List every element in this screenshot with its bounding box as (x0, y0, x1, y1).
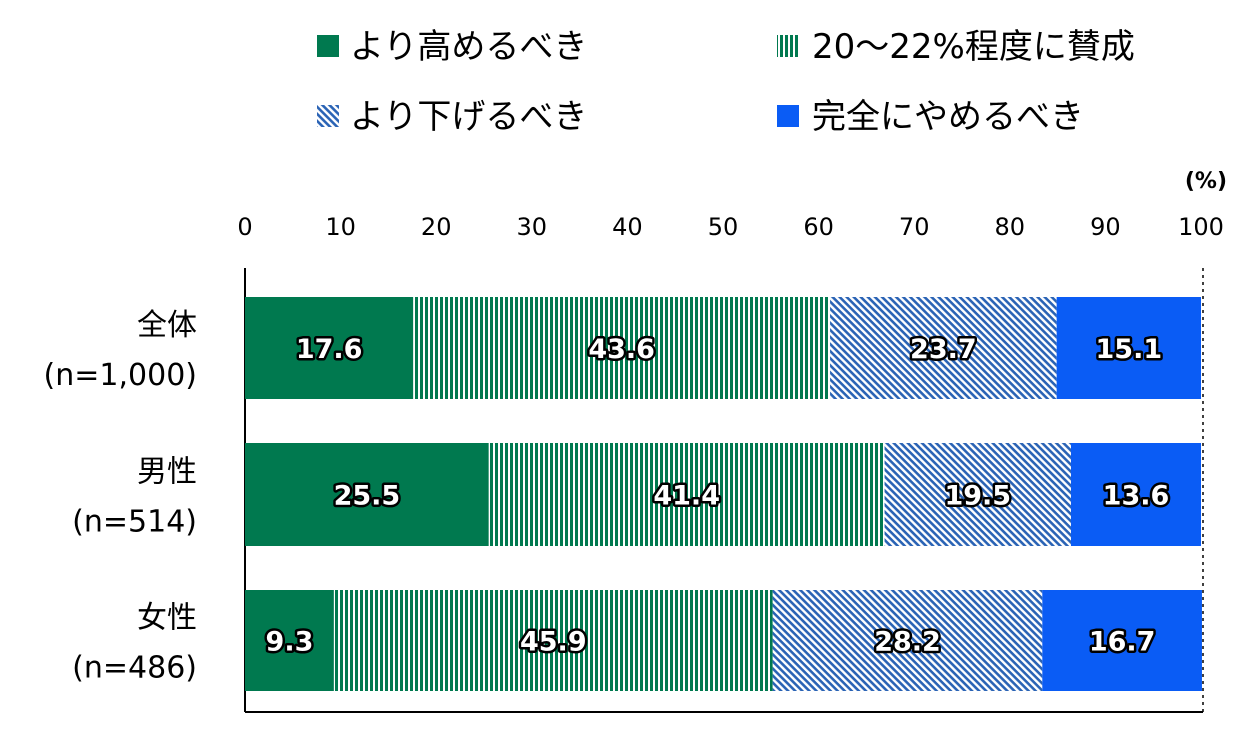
x-tick-label: 100 (1178, 213, 1224, 241)
bar-segment (333, 590, 773, 691)
bar-segment (884, 443, 1071, 546)
bar-segment (488, 443, 885, 546)
bar-segment (245, 590, 334, 691)
legend-entry: より高めるべき (350, 27, 587, 67)
category-sample-size: (n=514) (72, 505, 197, 540)
legend-swatch (317, 105, 339, 127)
x-tick-label: 30 (517, 213, 548, 241)
data-label: 13.6 (1103, 481, 1170, 512)
bar-segment (830, 297, 1057, 399)
data-label: 17.6 (296, 334, 363, 365)
x-tick-label: 0 (237, 213, 252, 241)
data-label: 9.3 (266, 627, 314, 658)
data-label: 15.1 (1096, 334, 1163, 365)
data-label: 28.2 (874, 627, 941, 658)
x-tick-label: 20 (421, 213, 452, 241)
plot-area: 17.6 43.6 23.7 15.1 25.5 41.4 19.5 13.6 9.3 45.9 2… (244, 268, 1204, 713)
legend-entry: 完全にやめるべき (812, 97, 1084, 137)
category-sample-size: (n=1,000) (44, 358, 197, 393)
data-label: 43.6 (588, 334, 655, 365)
category-label: 全体 (137, 308, 197, 343)
data-label: 45.9 (520, 627, 587, 658)
legend-swatch (777, 35, 799, 57)
data-label: 41.4 (653, 481, 720, 512)
bar-segment (245, 297, 414, 399)
bar-segment (1056, 297, 1201, 399)
category-label: 女性 (137, 601, 197, 636)
legend-entry: 20～22%程度に賛成 (812, 27, 1135, 67)
legend-swatch (777, 105, 799, 127)
x-tick-label: 10 (325, 213, 356, 241)
x-axis: 0 10 20 30 40 50 60 70 80 90 100 (%) (237, 169, 1227, 241)
legend-swatch (317, 35, 339, 57)
data-label: 19.5 (944, 481, 1011, 512)
x-tick-label: 60 (803, 213, 834, 241)
category-sample-size: (n=486) (72, 651, 197, 686)
bar-segment (1070, 443, 1201, 546)
bar-segment (772, 590, 1043, 691)
data-label: 25.5 (334, 481, 401, 512)
unit-label: (%) (1185, 169, 1227, 194)
x-tick-label: 80 (995, 213, 1026, 241)
x-tick-label: 90 (1090, 213, 1121, 241)
bar-segment (413, 297, 831, 399)
category-labels: 全体 (n=1,000) 男性 (n=514) 女性 (n=486) (44, 308, 197, 686)
legend-entry: より下げるべき (350, 97, 587, 137)
data-label: 23.7 (910, 334, 977, 365)
category-label: 男性 (137, 455, 197, 490)
bar-segment (245, 443, 489, 546)
x-tick-label: 70 (899, 213, 930, 241)
data-label: 16.7 (1089, 627, 1156, 658)
bar-segment (1042, 590, 1202, 691)
x-tick-label: 40 (612, 213, 643, 241)
x-tick-label: 50 (708, 213, 739, 241)
